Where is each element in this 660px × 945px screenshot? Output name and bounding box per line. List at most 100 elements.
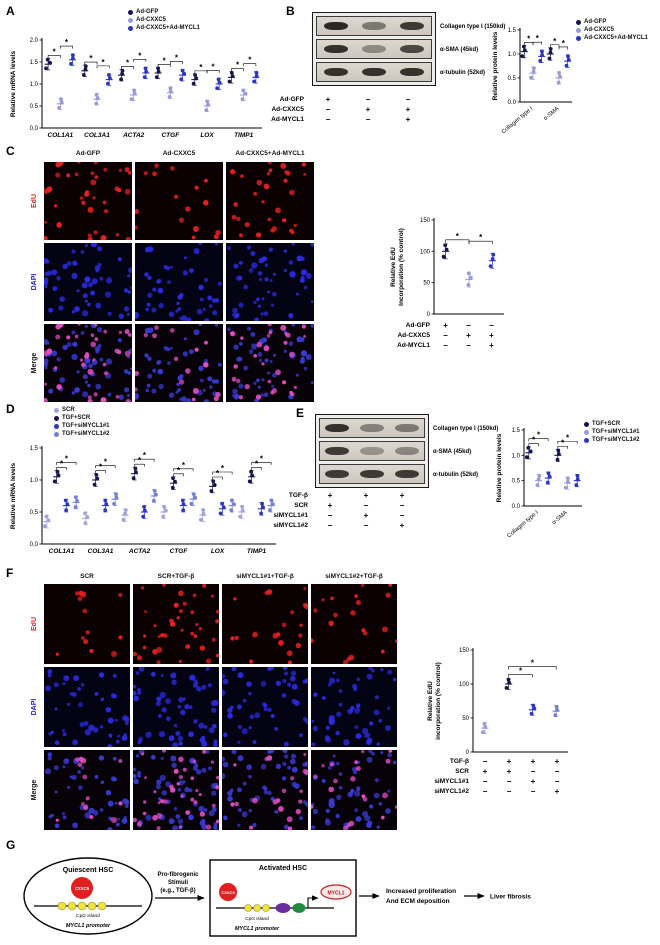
svg-text:*: *: [212, 62, 216, 71]
row-label-merge-f: Merge: [31, 779, 38, 801]
condition-label: siMYCL1#2: [434, 787, 469, 795]
micrograph-c-merge-3: [226, 324, 314, 402]
legend-label: TGF+siMYCL1#1: [62, 423, 110, 429]
chart-b-protein-levels: 0.0 0.5 1.0 1.5 Relative protein levels Colla…: [490, 12, 656, 136]
condition-sign: −: [482, 786, 488, 796]
chart-e-protein-levels: 0.0 0.5 1.0 1.5 Relative protein levels Colla…: [494, 414, 658, 539]
blot-band: [324, 22, 348, 30]
svg-text:TIMP1: TIMP1: [234, 132, 254, 139]
condition-sign: −: [443, 330, 448, 340]
condition-sign: −: [530, 766, 536, 776]
svg-text:0.5: 0.5: [30, 104, 39, 110]
svg-text:incorporation (% control): incorporation (% control): [435, 662, 442, 740]
condition-row: Ad-GFP + − −: [388, 320, 503, 330]
svg-text:0.0: 0.0: [30, 126, 39, 132]
panel-a-label: A: [6, 4, 15, 18]
condition-label: Ad-GFP: [279, 95, 304, 103]
chart-d-mrna-levels: 0.0 0.5 1.0 1.5 Relative mRNA levels COL1A1 CO…: [8, 440, 280, 560]
condition-row: SCR + + − −: [425, 766, 569, 776]
chart-f-edu-incorporation: 0 50 100 150 Relative EdU incorporation (% co…: [425, 640, 580, 756]
cpg-island-label-quiescent: CpG island: [76, 913, 100, 919]
blot-band: [394, 470, 419, 478]
panel-f-col-header-scr: SCR: [80, 573, 94, 580]
micrograph-f-merge-1: [44, 750, 130, 830]
svg-text:0.5: 0.5: [508, 76, 517, 82]
panel-c-col-header-combo: Ad-CXXC5+Ad-MYCL1: [235, 150, 305, 157]
legend-dot-icon: [54, 431, 59, 437]
condition-sign: −: [327, 520, 333, 530]
legend-dot-icon: [576, 35, 581, 41]
micrograph-f-merge-2: [133, 750, 219, 830]
chart-a-legend: Ad-GFP Ad-CXXC5 Ad-CXXC5+Ad-MYCL1: [128, 8, 200, 32]
micrograph-c-edu-2: [135, 162, 223, 240]
legend-item: TGF+SCR: [584, 420, 640, 428]
blot-labels: Collagen type I (150kd) α-SMA (45kd) α-tub…: [433, 414, 498, 486]
svg-text:Relative EdU: Relative EdU: [427, 681, 434, 721]
svg-text:*: *: [532, 436, 536, 445]
condition-sign: −: [443, 340, 448, 350]
legend-label: TGF+siMYCL1#2: [592, 437, 640, 443]
chart-f-conditions: TGF-β − + + + SCR + + − − siMYCL1#1− − + − siMYCL1#2− −…: [425, 756, 569, 796]
svg-text:Collagen type I: Collagen type I: [501, 106, 535, 136]
svg-text:CTGF: CTGF: [170, 548, 189, 555]
svg-text:0.0: 0.0: [512, 504, 521, 510]
blot-band: [362, 45, 386, 53]
svg-text:TIMP1: TIMP1: [247, 548, 267, 555]
svg-text:*: *: [527, 34, 531, 43]
chart-c-conditions: Ad-GFP + − − Ad-CXXC5− + + Ad-MYCL1− − +: [388, 320, 503, 350]
svg-text:0.0: 0.0: [508, 100, 517, 106]
svg-text:*: *: [99, 463, 103, 472]
condition-row: Ad-GFP + − −: [256, 94, 428, 104]
svg-text:1.0: 1.0: [512, 453, 521, 459]
svg-text:1.0: 1.0: [30, 82, 39, 88]
condition-row: Ad-CXXC5 − + +: [256, 104, 428, 114]
panel-f-col-header-si2: siMYCL1#2+TGF-β: [325, 573, 383, 580]
blot-band: [325, 447, 350, 455]
svg-text:*: *: [53, 47, 57, 56]
condition-row: TGF-β − + + +: [425, 756, 569, 766]
svg-text:*: *: [255, 459, 259, 468]
blot-band: [324, 68, 348, 76]
condition-sign: −: [482, 756, 488, 766]
legend-item: TGF+siMYCL1#2: [54, 430, 110, 438]
svg-text:*: *: [102, 58, 106, 67]
panel-b-label: B: [286, 4, 295, 18]
blot-frame: [312, 12, 436, 86]
condition-sign: −: [506, 786, 512, 796]
svg-text:*: *: [177, 466, 181, 475]
svg-text:1.5: 1.5: [30, 60, 39, 66]
row-label-edu-c: EdU: [31, 194, 38, 208]
legend-dot-icon: [584, 429, 589, 435]
activated-hsc-title: Activated HSC: [259, 865, 307, 872]
condition-sign: −: [554, 766, 560, 776]
condition-sign: +: [554, 786, 560, 796]
legend-item: TGF+siMYCL1#2: [584, 436, 640, 444]
blot-strip: [319, 441, 425, 461]
svg-text:*: *: [248, 56, 252, 65]
panel-f-col-header-scrtgf: SCR+TGF-β: [157, 573, 195, 580]
svg-text:*: *: [456, 232, 460, 241]
quiescent-hsc-ellipse: [23, 857, 153, 935]
svg-text:CTGF: CTGF: [161, 132, 180, 139]
svg-text:1.5: 1.5: [30, 446, 39, 452]
legend-item: Ad-CXXC5: [576, 26, 648, 34]
svg-text:*: *: [216, 469, 220, 478]
legend-item: SCR: [54, 406, 110, 414]
micrograph-c-dapi-2: [135, 243, 223, 321]
blot-protein-label: Collagen type I (150kd): [433, 425, 499, 432]
svg-text:50: 50: [462, 716, 469, 722]
svg-text:*: *: [60, 459, 64, 468]
blot-protein-label: α-tubulin (52kd): [433, 471, 479, 478]
blot-conditions-b: Ad-GFP + − − Ad-CXXC5− + + Ad-MYCL1− − +: [256, 94, 428, 124]
legend-dot-icon: [584, 437, 589, 443]
svg-text:150: 150: [420, 218, 431, 224]
condition-sign: +: [405, 104, 411, 114]
condition-sign: +: [506, 756, 512, 766]
condition-row: siMYCL1#2 − − +: [262, 520, 420, 530]
condition-label: Ad-CXXC5: [397, 331, 430, 339]
condition-sign: −: [365, 94, 371, 104]
svg-text:α-SMA: α-SMA: [543, 106, 561, 122]
mycl1-promoter-label-quiescent: MYCL1 promoter: [66, 923, 111, 929]
blot-protein-label: α-tubulin (52kd): [440, 69, 486, 76]
svg-text:1.5: 1.5: [508, 28, 517, 34]
